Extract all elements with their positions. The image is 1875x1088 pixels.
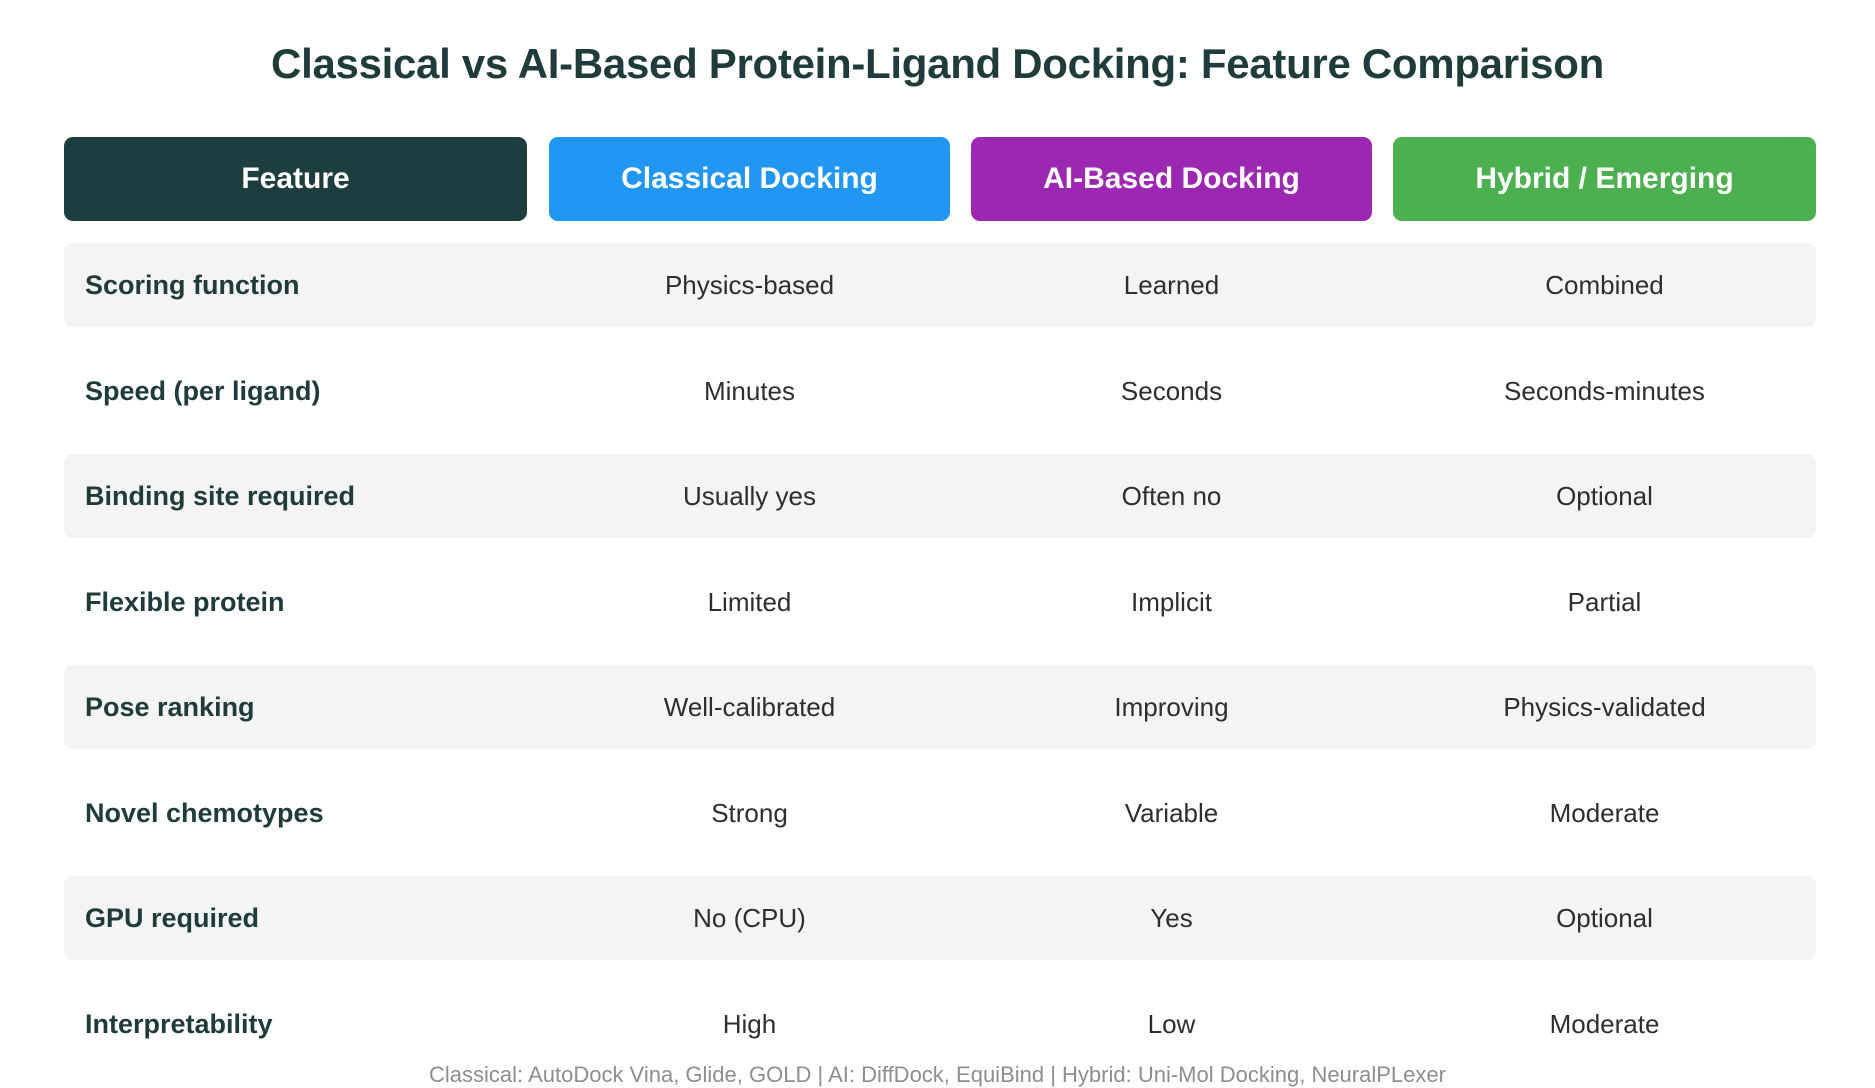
table-row: GPU required No (CPU) Yes Optional <box>64 876 1816 960</box>
feature-cell: Flexible protein <box>85 586 285 617</box>
feature-cell: Speed (per ligand) <box>85 375 321 406</box>
classical-cell: High <box>722 1008 777 1039</box>
header-hybrid-label: Hybrid / Emerging <box>1475 162 1734 195</box>
classical-cell: Minutes <box>703 375 796 406</box>
ai-cell: Variable <box>1124 797 1219 828</box>
table-row: Interpretability High Low Moderate <box>64 982 1816 1066</box>
hybrid-cell: Seconds-minutes <box>1504 375 1705 406</box>
feature-cell: GPU required <box>85 902 260 933</box>
ai-cell: Implicit <box>1131 586 1212 617</box>
hybrid-cell: Physics-validated <box>1503 691 1706 722</box>
header-hybrid-emerging: Hybrid / Emerging <box>1393 137 1816 221</box>
table-row: Speed (per ligand) Minutes Seconds Seconds-… <box>64 349 1816 433</box>
header-ai-label: AI-Based Docking <box>1043 162 1300 195</box>
classical-cell: Usually yes <box>683 480 816 511</box>
hybrid-cell: Optional <box>1556 902 1653 933</box>
header-feature-label: Feature <box>241 162 350 195</box>
ai-cell: Yes <box>1150 902 1193 933</box>
classical-cell: Strong <box>711 797 788 828</box>
header-feature: Feature <box>64 137 527 221</box>
feature-cell: Pose ranking <box>85 691 255 722</box>
ai-cell: Often no <box>1121 480 1222 511</box>
hybrid-cell: Combined <box>1545 269 1664 300</box>
header-classical-label: Classical Docking <box>621 162 878 195</box>
classical-cell: Limited <box>707 586 792 617</box>
feature-cell: Scoring function <box>85 269 300 300</box>
table-row: Scoring function Physics-based Learned Comb… <box>64 243 1816 327</box>
hybrid-cell: Partial <box>1567 586 1642 617</box>
header-classical-docking: Classical Docking <box>549 137 950 221</box>
classical-cell: No (CPU) <box>693 902 806 933</box>
table-row: Binding site required Usually yes Often no… <box>64 454 1816 538</box>
footnote-sources: Classical: AutoDock Vina, Glide, GOLD | … <box>429 1062 1446 1087</box>
classical-cell: Well-calibrated <box>663 691 836 722</box>
hybrid-cell: Moderate <box>1549 1008 1660 1039</box>
hybrid-cell: Moderate <box>1549 797 1660 828</box>
header-ai-docking: AI-Based Docking <box>971 137 1372 221</box>
table-row: Pose ranking Well-calibrated Improving Phys… <box>64 665 1816 749</box>
feature-cell: Interpretability <box>85 1008 273 1039</box>
ai-cell: Seconds <box>1120 375 1223 406</box>
feature-cell: Binding site required <box>85 480 356 511</box>
table-row: Novel chemotypes Strong Variable Moderate <box>64 771 1816 855</box>
page-title: Classical vs AI-Based Protein-Ligand Doc… <box>271 40 1604 87</box>
ai-cell: Low <box>1147 1008 1196 1039</box>
hybrid-cell: Optional <box>1556 480 1653 511</box>
table-row: Flexible protein Limited Implicit Partial <box>64 560 1816 644</box>
ai-cell: Learned <box>1123 269 1220 300</box>
ai-cell: Improving <box>1114 691 1229 722</box>
classical-cell: Physics-based <box>664 269 835 300</box>
feature-cell: Novel chemotypes <box>85 797 324 828</box>
